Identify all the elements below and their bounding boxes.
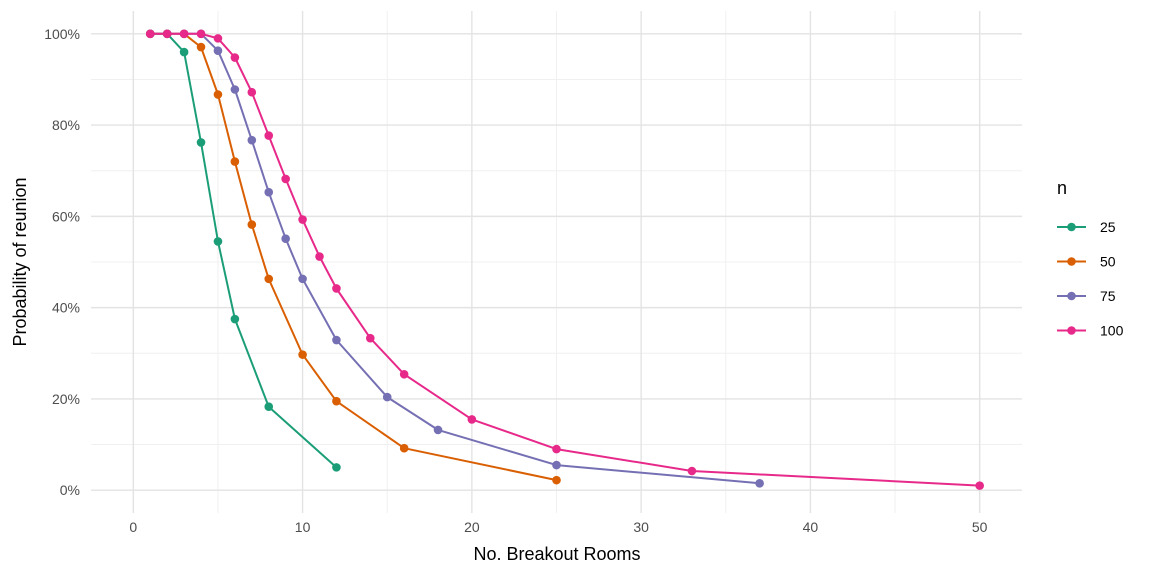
series-100 [145,29,984,490]
data-point [213,237,223,246]
legend-label: 100 [1100,323,1124,339]
data-point [366,333,375,343]
y-tick-label: 20% [52,391,80,407]
data-point [552,444,561,454]
series-layer [145,29,984,490]
data-point [145,29,155,39]
data-point [687,466,697,476]
data-point [332,463,341,472]
x-tick-label: 40 [803,519,819,535]
data-point [230,314,240,324]
legend-item-25: 25 [1057,219,1116,235]
minor-gridlines [91,11,1022,513]
series-50 [145,29,561,485]
data-point [264,402,274,411]
legend-title: n [1057,178,1067,198]
data-point [298,215,307,224]
data-point [213,34,223,43]
y-tick-label: 0% [60,482,80,498]
legend-label: 75 [1100,288,1116,304]
data-point [247,87,257,97]
data-point [281,174,290,184]
y-tick-label: 100% [44,26,80,42]
legend-key-point [1067,326,1076,335]
data-point [332,335,341,345]
data-point [230,53,240,62]
legend-key-point [1067,222,1076,232]
major-gridlines [91,11,1022,513]
data-point [264,187,274,197]
legend-label: 50 [1100,254,1116,270]
data-point [230,157,240,166]
data-point [247,220,257,229]
x-tick-label: 0 [129,519,137,535]
x-axis-ticks: 0 10 20 30 40 50 [129,519,987,535]
y-tick-label: 60% [52,208,80,224]
series-line-100 [150,32,980,487]
legend-key-point [1067,291,1076,301]
data-point [281,234,290,244]
legend-item-100: 100 [1057,323,1124,339]
data-point [332,396,341,406]
data-point [264,274,274,284]
data-point [552,460,561,470]
data-point [332,284,341,293]
series-line-50 [150,32,557,482]
x-tick-label: 10 [295,519,311,535]
data-point [196,138,206,147]
y-tick-label: 80% [52,117,80,133]
data-point [213,46,223,56]
legend-key-point [1067,257,1076,266]
legend: n 25 50 75 100 [1057,178,1124,339]
data-point [467,415,477,424]
y-axis-ticks: 0% 20% 40% 60% 80% 100% [44,26,80,498]
x-axis-title: No. Breakout Rooms [473,544,640,564]
data-point [196,42,206,52]
data-point [162,29,172,39]
data-point [179,47,189,57]
x-tick-label: 20 [464,519,480,535]
x-tick-label: 50 [972,519,988,535]
data-point [179,29,189,39]
legend-item-75: 75 [1057,288,1116,304]
data-point [399,443,409,453]
data-point [196,29,206,39]
x-tick-label: 30 [633,519,649,535]
data-point [399,369,409,379]
data-point [382,392,392,402]
series-25 [145,29,341,472]
data-point [552,475,561,485]
data-point [433,425,443,435]
data-point [315,252,324,261]
series-line-75 [150,32,760,485]
y-axis-title: Probability of reunion [10,177,30,346]
data-point [264,131,274,140]
legend-item-50: 50 [1057,254,1116,270]
data-point [230,85,240,94]
y-tick-label: 40% [52,300,80,316]
data-point [298,274,307,284]
series-75 [145,29,764,488]
legend-label: 25 [1100,219,1116,235]
series-line-25 [150,32,338,469]
data-point [213,90,223,99]
data-point [247,135,257,145]
data-point [298,350,307,359]
data-point [755,479,764,488]
data-point [975,481,984,490]
